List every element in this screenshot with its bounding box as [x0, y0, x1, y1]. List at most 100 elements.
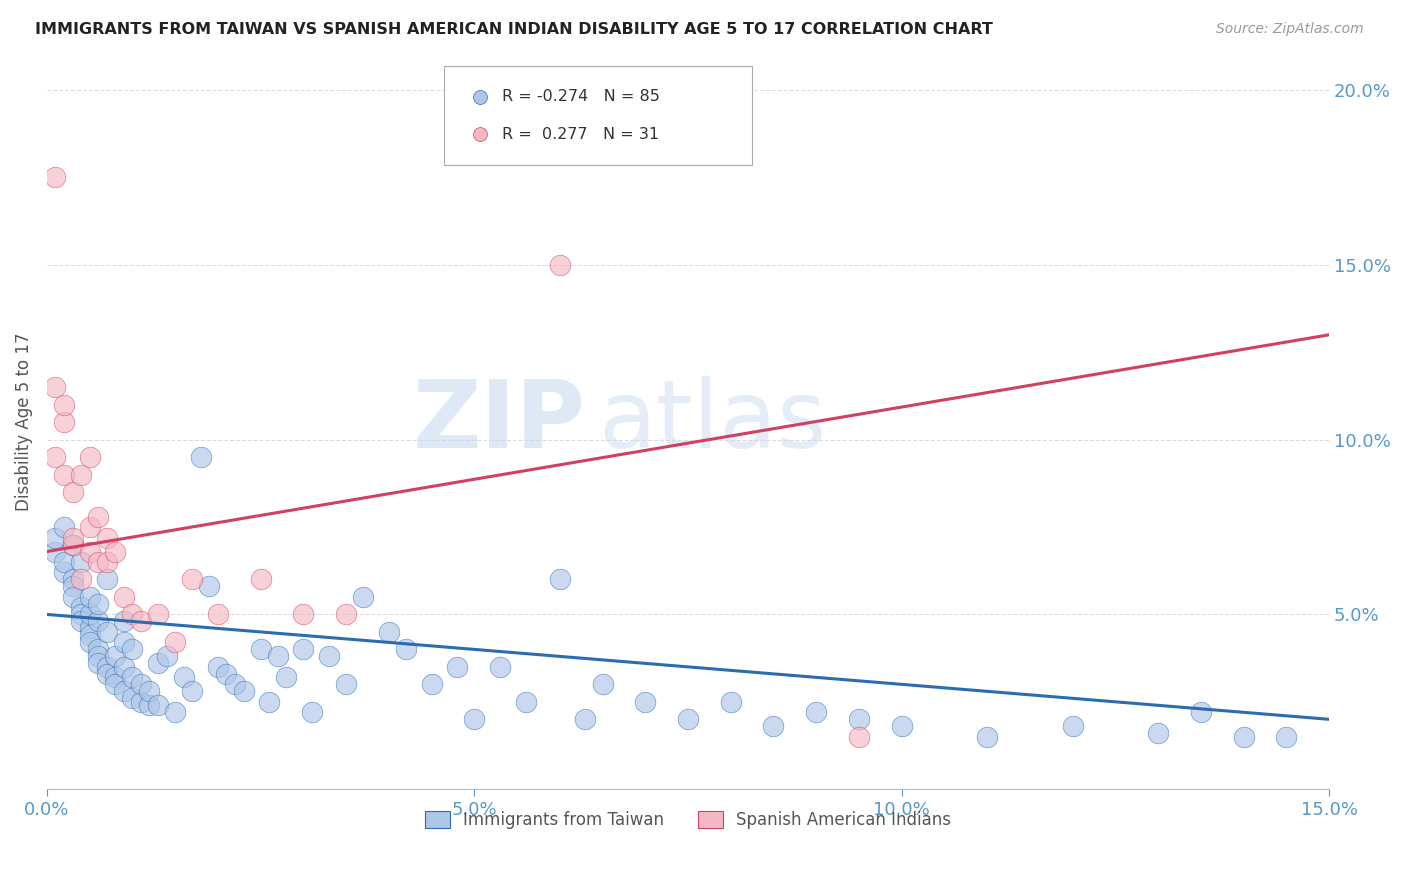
Point — [335, 677, 357, 691]
Point — [138, 698, 160, 713]
Point — [53, 415, 76, 429]
Point — [79, 607, 101, 622]
Point — [53, 398, 76, 412]
Point — [1147, 726, 1170, 740]
Point — [848, 712, 870, 726]
Point — [181, 684, 204, 698]
Point — [224, 677, 246, 691]
Point — [267, 649, 290, 664]
Point — [44, 544, 66, 558]
Point — [104, 677, 127, 691]
Point — [292, 642, 315, 657]
Point — [515, 695, 537, 709]
Point — [79, 590, 101, 604]
Point — [198, 579, 221, 593]
Text: R =  0.277   N = 31: R = 0.277 N = 31 — [502, 127, 659, 142]
Point — [976, 730, 998, 744]
Point — [87, 649, 110, 664]
Point — [420, 677, 443, 691]
Point — [70, 555, 93, 569]
Point — [79, 450, 101, 464]
Point — [44, 531, 66, 545]
Point — [79, 520, 101, 534]
Point — [87, 597, 110, 611]
Point — [190, 450, 212, 464]
Point — [70, 607, 93, 622]
Text: IMMIGRANTS FROM TAIWAN VS SPANISH AMERICAN INDIAN DISABILITY AGE 5 TO 17 CORRELA: IMMIGRANTS FROM TAIWAN VS SPANISH AMERIC… — [35, 22, 993, 37]
Legend: Immigrants from Taiwan, Spanish American Indians: Immigrants from Taiwan, Spanish American… — [419, 805, 957, 836]
Point — [112, 635, 135, 649]
Point — [44, 380, 66, 394]
Point — [318, 649, 340, 664]
Point — [96, 573, 118, 587]
Point — [634, 695, 657, 709]
Point — [70, 615, 93, 629]
Point — [104, 544, 127, 558]
Point — [62, 537, 84, 551]
Point — [489, 660, 512, 674]
Point — [87, 615, 110, 629]
Point — [155, 649, 177, 664]
Point — [96, 660, 118, 674]
Point — [165, 635, 187, 649]
Point — [129, 677, 152, 691]
Text: R = -0.274   N = 85: R = -0.274 N = 85 — [502, 89, 659, 104]
Point — [87, 555, 110, 569]
Point — [676, 712, 699, 726]
Point — [276, 670, 298, 684]
Point — [112, 684, 135, 698]
Text: ZIP: ZIP — [412, 376, 585, 468]
Point — [79, 544, 101, 558]
Point — [232, 684, 254, 698]
Point — [352, 590, 374, 604]
Point — [292, 607, 315, 622]
Text: Source: ZipAtlas.com: Source: ZipAtlas.com — [1216, 22, 1364, 37]
Point — [173, 670, 195, 684]
Point — [62, 579, 84, 593]
Point — [378, 624, 401, 639]
Point — [1233, 730, 1256, 744]
FancyBboxPatch shape — [444, 66, 752, 165]
Point — [890, 719, 912, 733]
Point — [1062, 719, 1084, 733]
Point — [446, 660, 468, 674]
Point — [79, 635, 101, 649]
Point — [848, 730, 870, 744]
Point — [720, 695, 742, 709]
Point — [70, 600, 93, 615]
Point — [104, 670, 127, 684]
Point — [463, 712, 485, 726]
Point — [121, 642, 143, 657]
Point — [87, 657, 110, 671]
Point — [70, 573, 93, 587]
Y-axis label: Disability Age 5 to 17: Disability Age 5 to 17 — [15, 333, 32, 511]
Point — [548, 258, 571, 272]
Point — [335, 607, 357, 622]
Point — [62, 573, 84, 587]
Point — [181, 573, 204, 587]
Point — [62, 531, 84, 545]
Text: atlas: atlas — [599, 376, 827, 468]
Point — [96, 555, 118, 569]
Point — [146, 607, 169, 622]
Point — [79, 628, 101, 642]
Point — [249, 573, 271, 587]
Point — [121, 607, 143, 622]
Point — [96, 531, 118, 545]
Point — [44, 450, 66, 464]
Point — [146, 657, 169, 671]
Point — [53, 566, 76, 580]
Point — [395, 642, 418, 657]
Point — [165, 706, 187, 720]
Point — [121, 691, 143, 706]
Point — [301, 706, 323, 720]
Point — [592, 677, 614, 691]
Point — [62, 590, 84, 604]
Point — [146, 698, 169, 713]
Point — [762, 719, 785, 733]
Point — [104, 649, 127, 664]
Point — [129, 615, 152, 629]
Point — [62, 537, 84, 551]
Point — [87, 642, 110, 657]
Point — [215, 666, 238, 681]
